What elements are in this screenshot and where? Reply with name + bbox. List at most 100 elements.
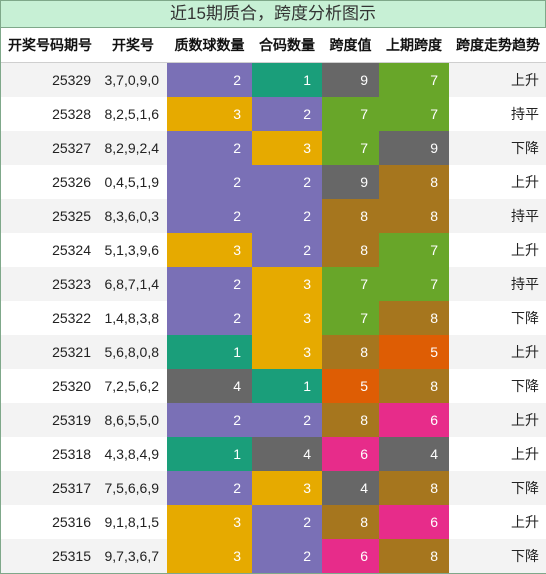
cell-trend: 上升 [449, 62, 546, 97]
cell-numbers: 8,6,5,5,0 [99, 403, 167, 437]
cell-period: 25324 [1, 233, 99, 267]
table-row: 25323 6,8,7,1,4 2 3 7 7 持平 [1, 267, 546, 301]
cell-trend: 下降 [449, 471, 546, 505]
cell-prime-count: 3 [167, 97, 252, 131]
cell-period: 25325 [1, 199, 99, 233]
cell-prev-span: 5 [379, 335, 449, 369]
cell-prime-count: 3 [167, 505, 252, 539]
table-row: 25321 5,6,8,0,8 1 3 8 5 上升 [1, 335, 546, 369]
cell-numbers: 5,6,8,0,8 [99, 335, 167, 369]
cell-span: 9 [322, 165, 379, 199]
cell-prev-span: 8 [379, 369, 449, 403]
cell-composite-count: 3 [252, 131, 322, 165]
header-numbers: 开奖号 [99, 28, 167, 63]
cell-numbers: 7,5,6,6,9 [99, 471, 167, 505]
cell-numbers: 9,7,3,6,7 [99, 539, 167, 573]
cell-period: 25320 [1, 369, 99, 403]
cell-prev-span: 6 [379, 403, 449, 437]
cell-composite-count: 2 [252, 165, 322, 199]
cell-composite-count: 3 [252, 267, 322, 301]
cell-prime-count: 2 [167, 267, 252, 301]
cell-period: 25322 [1, 301, 99, 335]
cell-numbers: 0,4,5,1,9 [99, 165, 167, 199]
cell-prev-span: 8 [379, 471, 449, 505]
cell-span: 7 [322, 97, 379, 131]
cell-period: 25328 [1, 97, 99, 131]
table-row: 25326 0,4,5,1,9 2 2 9 8 上升 [1, 165, 546, 199]
table-row: 25324 5,1,3,9,6 3 2 8 7 上升 [1, 233, 546, 267]
table-row: 25325 8,3,6,0,3 2 2 8 8 持平 [1, 199, 546, 233]
cell-prev-span: 9 [379, 131, 449, 165]
cell-numbers: 8,2,9,2,4 [99, 131, 167, 165]
cell-trend: 持平 [449, 267, 546, 301]
cell-composite-count: 3 [252, 301, 322, 335]
header-composite-count: 合码数量 [252, 28, 322, 63]
cell-prime-count: 2 [167, 165, 252, 199]
cell-composite-count: 3 [252, 471, 322, 505]
cell-trend: 持平 [449, 199, 546, 233]
cell-prev-span: 7 [379, 97, 449, 131]
cell-trend: 上升 [449, 233, 546, 267]
table-row: 25318 4,3,8,4,9 1 4 6 4 上升 [1, 437, 546, 471]
cell-prev-span: 7 [379, 62, 449, 97]
table-row: 25329 3,7,0,9,0 2 1 9 7 上升 [1, 62, 546, 97]
table-row: 25315 9,7,3,6,7 3 2 6 8 下降 [1, 539, 546, 573]
header-prev-span: 上期跨度 [379, 28, 449, 63]
cell-composite-count: 2 [252, 97, 322, 131]
cell-prime-count: 2 [167, 301, 252, 335]
cell-composite-count: 1 [252, 369, 322, 403]
header-period: 开奖号码期号 [1, 28, 99, 63]
cell-prime-count: 4 [167, 369, 252, 403]
cell-prime-count: 2 [167, 471, 252, 505]
cell-prime-count: 2 [167, 62, 252, 97]
cell-span: 9 [322, 62, 379, 97]
cell-span: 4 [322, 471, 379, 505]
cell-period: 25321 [1, 335, 99, 369]
cell-numbers: 8,2,5,1,6 [99, 97, 167, 131]
cell-period: 25329 [1, 62, 99, 97]
analysis-table: 开奖号码期号 开奖号 质数球数量 合码数量 跨度值 上期跨度 跨度走势趋势 25… [1, 28, 546, 573]
cell-prev-span: 8 [379, 301, 449, 335]
cell-trend: 上升 [449, 505, 546, 539]
cell-prev-span: 6 [379, 505, 449, 539]
header-span: 跨度值 [322, 28, 379, 63]
cell-span: 8 [322, 199, 379, 233]
cell-period: 25327 [1, 131, 99, 165]
cell-trend: 下降 [449, 539, 546, 573]
cell-numbers: 3,7,0,9,0 [99, 62, 167, 97]
cell-period: 25319 [1, 403, 99, 437]
cell-period: 25326 [1, 165, 99, 199]
cell-span: 8 [322, 335, 379, 369]
cell-prime-count: 2 [167, 199, 252, 233]
cell-span: 6 [322, 437, 379, 471]
table-row: 25322 1,4,8,3,8 2 3 7 8 下降 [1, 301, 546, 335]
cell-prev-span: 8 [379, 199, 449, 233]
cell-span: 8 [322, 505, 379, 539]
cell-span: 7 [322, 267, 379, 301]
cell-composite-count: 4 [252, 437, 322, 471]
cell-trend: 下降 [449, 131, 546, 165]
cell-numbers: 9,1,8,1,5 [99, 505, 167, 539]
cell-span: 6 [322, 539, 379, 573]
header-prime-count: 质数球数量 [167, 28, 252, 63]
table-row: 25319 8,6,5,5,0 2 2 8 6 上升 [1, 403, 546, 437]
cell-composite-count: 1 [252, 62, 322, 97]
table-row: 25320 7,2,5,6,2 4 1 5 8 下降 [1, 369, 546, 403]
table-row: 25328 8,2,5,1,6 3 2 7 7 持平 [1, 97, 546, 131]
cell-numbers: 5,1,3,9,6 [99, 233, 167, 267]
cell-span: 7 [322, 301, 379, 335]
table-row: 25317 7,5,6,6,9 2 3 4 8 下降 [1, 471, 546, 505]
cell-trend: 下降 [449, 369, 546, 403]
cell-period: 25318 [1, 437, 99, 471]
cell-numbers: 7,2,5,6,2 [99, 369, 167, 403]
header-trend: 跨度走势趋势 [449, 28, 546, 63]
cell-prev-span: 7 [379, 267, 449, 301]
cell-prime-count: 2 [167, 131, 252, 165]
cell-prev-span: 8 [379, 539, 449, 573]
table-row: 25316 9,1,8,1,5 3 2 8 6 上升 [1, 505, 546, 539]
cell-span: 7 [322, 131, 379, 165]
cell-prime-count: 2 [167, 403, 252, 437]
cell-span: 8 [322, 233, 379, 267]
table-header-row: 开奖号码期号 开奖号 质数球数量 合码数量 跨度值 上期跨度 跨度走势趋势 [1, 28, 546, 63]
